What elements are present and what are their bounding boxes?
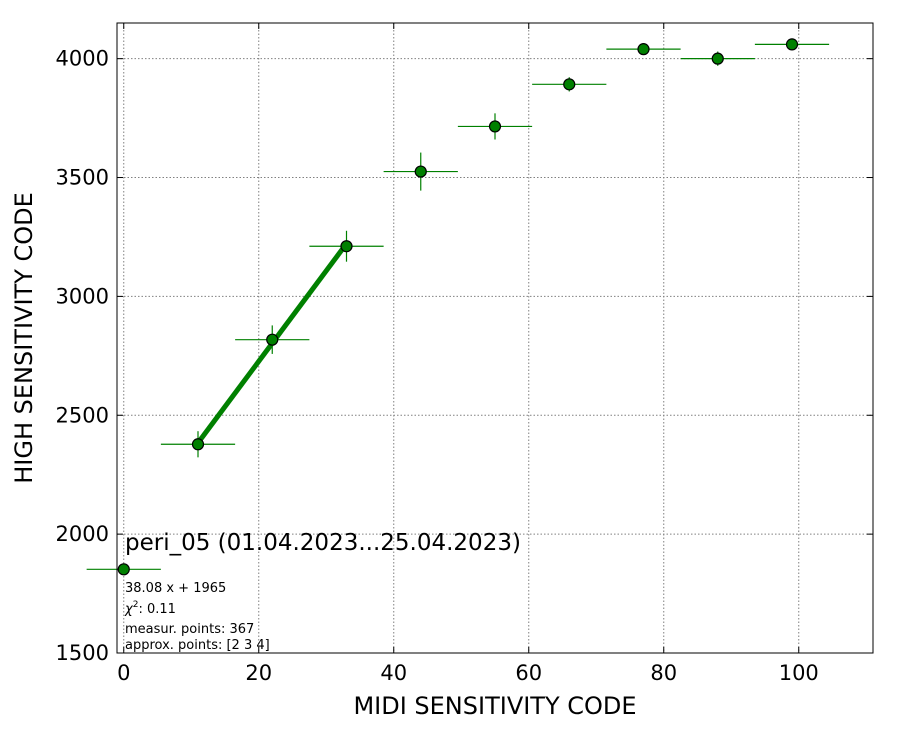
- x-tick-label: 0: [117, 661, 130, 685]
- y-axis-label: HIGH SENSITIVITY CODE: [10, 192, 38, 484]
- y-tick-label: 2500: [56, 403, 109, 427]
- data-point: [266, 333, 279, 346]
- data-point: [637, 43, 650, 56]
- x-tick-label: 80: [650, 661, 677, 685]
- x-axis-label: MIDI SENSITIVITY CODE: [353, 692, 636, 720]
- data-point: [117, 563, 130, 576]
- annotation-block: peri_05 (01.04.2023...25.04.2023) 38.08 …: [124, 530, 521, 653]
- y-tick-label: 3000: [56, 284, 109, 308]
- axis-ticks: 0 20 40 60 80 100 1500 2000 2500 3000 3500 4000: [56, 23, 873, 685]
- chi-squared: χ2: 0.11: [124, 600, 176, 617]
- measurement-points: measur. points: 367: [125, 622, 254, 637]
- y-tick-label: 4000: [56, 47, 109, 71]
- data-point: [563, 78, 576, 91]
- grid-lines: [117, 23, 873, 653]
- data-point: [340, 240, 353, 253]
- fit-equation: 38.08 x + 1965: [125, 581, 226, 596]
- x-tick-label: 20: [245, 661, 272, 685]
- chi-superscript: 2: [133, 600, 139, 610]
- chi-symbol: χ: [124, 602, 134, 617]
- plot-frame: [116, 22, 874, 654]
- data-point: [414, 165, 427, 178]
- x-tick-label: 100: [779, 661, 819, 685]
- annotation-title: peri_05 (01.04.2023...25.04.2023): [125, 530, 521, 556]
- x-tick-label: 40: [380, 661, 407, 685]
- data-points: [117, 38, 799, 576]
- data-point: [785, 38, 799, 51]
- data-point: [191, 438, 205, 451]
- chi-value: : 0.11: [138, 602, 175, 617]
- y-tick-label: 2000: [56, 522, 109, 546]
- y-tick-label: 3500: [56, 166, 109, 190]
- data-point: [488, 120, 502, 133]
- approx-points: approx. points: [2 3 4]: [125, 638, 270, 653]
- x-tick-label: 60: [515, 661, 542, 685]
- y-tick-label: 1500: [56, 641, 109, 665]
- data-point: [711, 52, 724, 65]
- error-bars: [86, 41, 830, 570]
